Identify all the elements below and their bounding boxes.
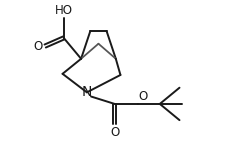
Text: N: N <box>82 85 92 99</box>
Text: O: O <box>138 90 148 103</box>
Text: O: O <box>33 39 42 52</box>
Text: HO: HO <box>55 4 73 17</box>
Text: O: O <box>110 126 119 139</box>
